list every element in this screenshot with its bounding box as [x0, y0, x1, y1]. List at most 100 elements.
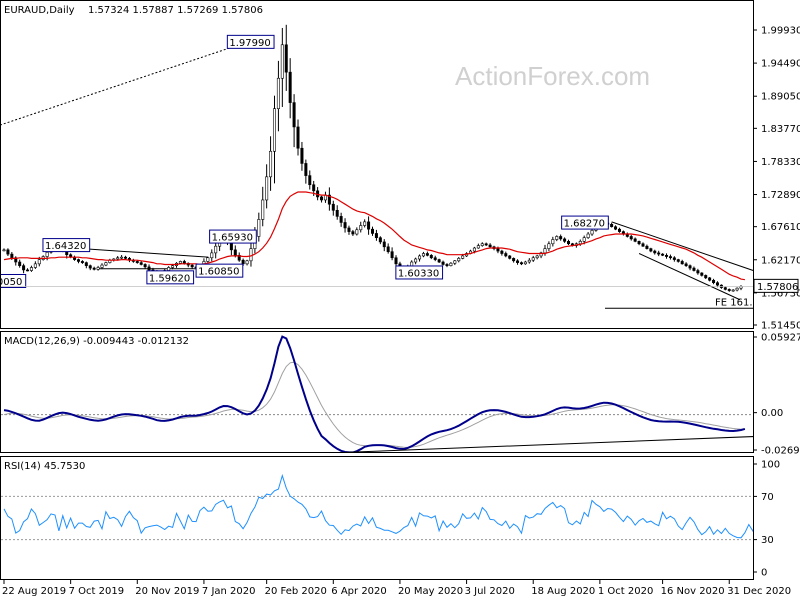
candle-body — [241, 259, 245, 265]
candle-body — [233, 249, 237, 256]
candle-body — [80, 261, 84, 263]
candle-body — [135, 261, 139, 263]
candle-body — [488, 244, 492, 248]
candle-body — [249, 248, 253, 262]
candle-body — [665, 255, 669, 257]
candle-body — [327, 194, 331, 205]
date-axis: 22 Aug 2019 7 Oct 2019 20 Nov 2019 7 Jan 20… — [2, 580, 791, 597]
candle-body — [143, 264, 147, 268]
price-tick-label: 1.89050 — [761, 92, 800, 103]
price-tick-label: 1.72890 — [761, 190, 800, 201]
candle-body — [304, 163, 308, 176]
candle-body — [257, 219, 261, 237]
candle-body — [339, 216, 343, 223]
candle-body — [76, 259, 80, 262]
candle-body — [519, 262, 523, 265]
price-level-label: 1.59620 — [149, 273, 190, 284]
candle-body — [633, 238, 637, 242]
candle-body — [453, 260, 457, 264]
candle-body — [276, 77, 280, 109]
candle-body — [147, 266, 151, 271]
candle-body — [735, 287, 739, 291]
candle-body — [167, 267, 171, 271]
candle-body — [578, 241, 582, 245]
candle-body — [645, 245, 649, 249]
candle-body — [139, 262, 143, 265]
candle-body — [461, 255, 465, 259]
price-level-label: 1.65930 — [212, 233, 253, 244]
current-price-label: 1.57806 — [757, 282, 798, 293]
candle-body — [320, 196, 324, 201]
price-level-label: 1.60850 — [198, 267, 239, 278]
candle-body — [567, 241, 571, 245]
candle-body — [120, 256, 124, 259]
candle-body — [680, 261, 684, 265]
price-level-label-box — [209, 229, 257, 244]
date-tick-label: 20 Nov 2019 — [135, 586, 199, 597]
date-tick-label: 7 Oct 2019 — [69, 586, 124, 597]
candle-body — [182, 261, 186, 264]
price-tick-label: 1.62170 — [761, 255, 800, 266]
candle-body — [445, 264, 449, 266]
candle-body — [171, 265, 175, 268]
candle-body — [692, 267, 696, 271]
rsi-tick-label: 70 — [761, 492, 774, 503]
candle-body — [26, 269, 30, 272]
candle-body — [500, 250, 504, 254]
chart-ohlc: 1.57324 1.57887 1.57269 1.57806 — [88, 5, 263, 16]
rsi-tick-label: 100 — [761, 460, 780, 471]
date-tick-label: 16 Nov 2020 — [661, 586, 725, 597]
fe-label: FE 161.8 — [715, 297, 759, 308]
rsi-line — [3, 473, 753, 539]
candle-body — [272, 108, 276, 152]
candle-body — [480, 243, 484, 246]
candle-body — [18, 261, 22, 266]
macd-tick-label: -0.026978 — [761, 446, 800, 457]
price-level-labels: 1.97990 1.68270 1.64320 1.65930 1.60330 1.596… — [1, 34, 759, 308]
candle-body — [516, 260, 520, 263]
candle-body — [441, 261, 445, 265]
candle-body — [351, 231, 355, 235]
candle-body — [33, 263, 37, 268]
candle-body — [535, 255, 539, 259]
candle-body — [363, 221, 367, 226]
price-tick-label: 1.94490 — [761, 59, 800, 70]
candle-body — [347, 227, 351, 232]
candle-body — [367, 221, 371, 230]
date-tick-label: 1 Oct 2020 — [598, 586, 653, 597]
candle-body — [394, 257, 398, 265]
price-tick-label: 1.78330 — [761, 157, 800, 168]
candle-body — [6, 249, 10, 255]
candle-body — [555, 236, 559, 240]
candle-body — [504, 253, 508, 257]
rsi-levels — [1, 495, 753, 541]
channel-upper-line — [611, 221, 753, 271]
candle-body — [547, 243, 551, 249]
candlesticks — [2, 24, 743, 292]
rsi-axis: 100 70 30 0 — [753, 460, 780, 579]
candle-body — [641, 243, 645, 247]
price-tick-label: 1.67610 — [761, 222, 800, 233]
candle-body — [508, 255, 512, 259]
candle-body — [96, 267, 100, 270]
rsi-tick-label: 0 — [761, 568, 767, 579]
channel-lower-line — [638, 253, 741, 301]
candle-body — [390, 251, 394, 259]
candle-body — [708, 277, 712, 281]
candle-body — [712, 279, 716, 284]
candle-body — [672, 257, 676, 260]
candle-body — [292, 102, 296, 128]
candle-body — [331, 203, 335, 211]
candle-body — [245, 260, 249, 265]
candle-body — [124, 256, 128, 259]
candle-body — [300, 147, 304, 164]
candle-body — [657, 252, 661, 255]
candle-body — [688, 265, 692, 269]
candle-body — [378, 237, 382, 243]
price-level-label: 1.64320 — [45, 241, 86, 252]
candle-body — [684, 263, 688, 266]
candle-body — [539, 252, 543, 257]
date-tick-label: 20 May 2020 — [398, 586, 463, 597]
